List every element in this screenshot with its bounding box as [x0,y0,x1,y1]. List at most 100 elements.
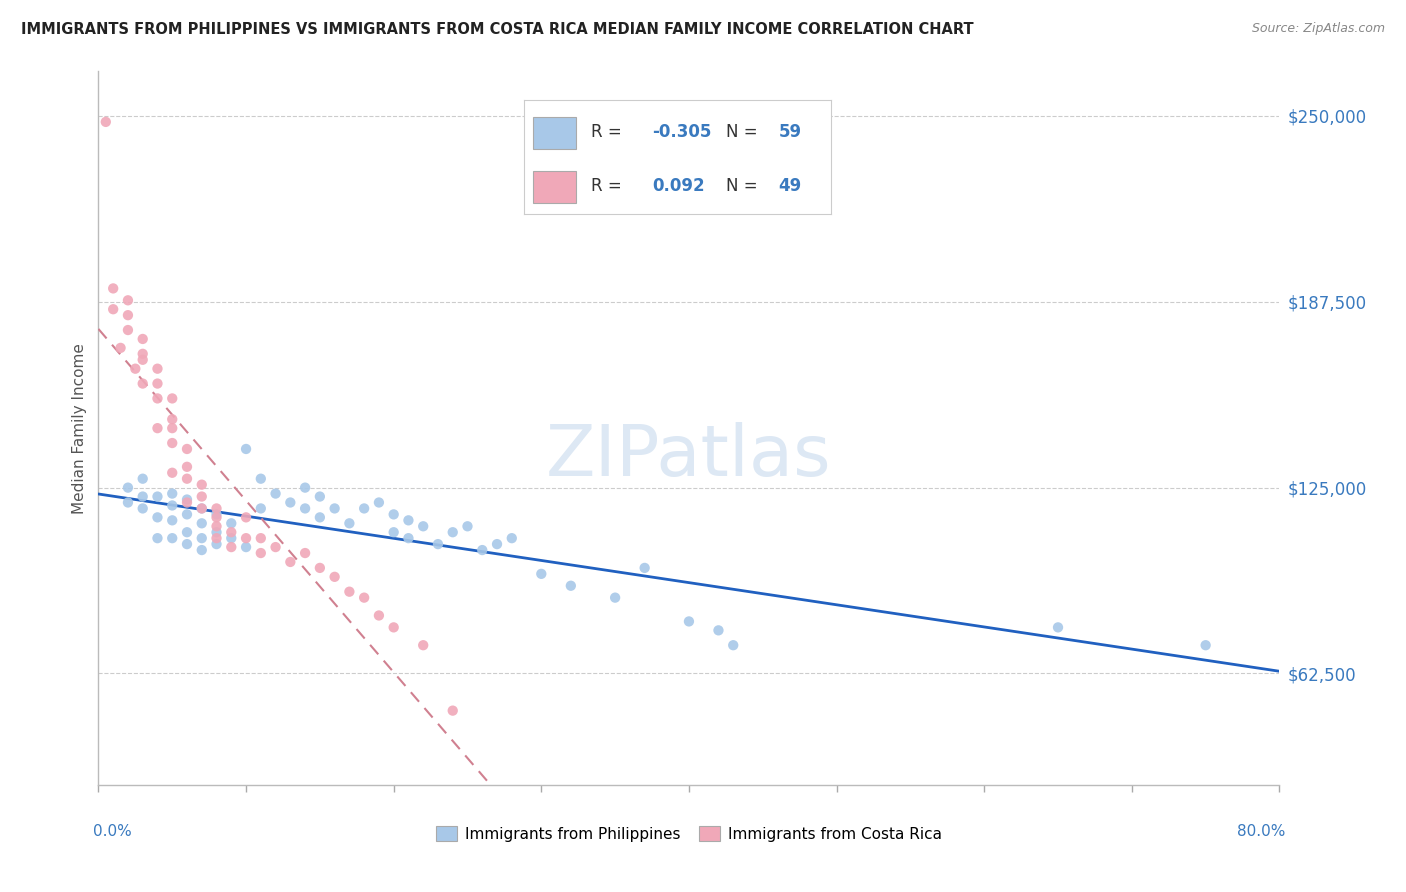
Point [221,540,243,554]
Point [205,537,228,551]
Point [707,624,730,638]
Point [250,501,273,516]
Point [309,561,332,575]
Point [205,525,228,540]
Text: 80.0%: 80.0% [1237,824,1285,839]
Point [382,525,405,540]
Text: 0.0%: 0.0% [93,824,131,839]
Point [146,361,169,376]
Point [221,531,243,545]
Point [382,508,405,522]
Point [176,508,198,522]
Point [162,412,183,426]
Point [280,555,302,569]
Point [368,608,391,623]
Point [486,537,509,551]
Point [191,543,214,558]
Point [205,519,228,533]
Point [110,341,132,355]
Point [398,513,420,527]
Point [191,531,214,545]
Point [132,501,155,516]
Point [162,499,183,513]
Legend: Immigrants from Philippines, Immigrants from Costa Rica: Immigrants from Philippines, Immigrants … [436,826,942,841]
Point [146,510,169,524]
Point [339,516,361,531]
Point [191,501,214,516]
Point [427,537,450,551]
Point [176,472,198,486]
Point [264,486,287,500]
Point [235,540,257,554]
Point [339,584,361,599]
Point [530,566,553,581]
Point [309,510,332,524]
Point [176,495,198,509]
Point [205,508,228,522]
Text: ZIPatlas: ZIPatlas [546,422,832,491]
Point [146,376,169,391]
Point [117,495,139,509]
Point [103,302,125,317]
Point [146,490,169,504]
Point [117,323,139,337]
Point [176,537,198,551]
Point [146,531,169,545]
Point [146,421,169,435]
Point [162,392,183,406]
Point [441,525,464,540]
Point [353,501,375,516]
Text: Source: ZipAtlas.com: Source: ZipAtlas.com [1251,22,1385,36]
Point [117,481,139,495]
Point [176,459,198,474]
Point [191,501,214,516]
Point [191,477,214,491]
Point [162,436,183,450]
Point [412,638,434,652]
Point [441,704,464,718]
Point [94,115,117,129]
Point [353,591,375,605]
Point [103,281,125,295]
Point [117,293,139,308]
Point [176,442,198,456]
Point [132,490,155,504]
Point [560,579,582,593]
Point [309,490,332,504]
Point [176,492,198,507]
Point [678,615,700,629]
Point [176,525,198,540]
Point [1195,638,1218,652]
Point [132,352,155,367]
Point [235,510,257,524]
Text: IMMIGRANTS FROM PHILIPPINES VS IMMIGRANTS FROM COSTA RICA MEDIAN FAMILY INCOME C: IMMIGRANTS FROM PHILIPPINES VS IMMIGRANT… [21,22,974,37]
Point [264,540,287,554]
Point [250,531,273,545]
Point [162,486,183,500]
Point [162,513,183,527]
Point [221,516,243,531]
Point [471,543,494,558]
Point [368,495,391,509]
Point [250,472,273,486]
Point [605,591,627,605]
Point [457,519,479,533]
Point [132,472,155,486]
Point [162,466,183,480]
Point [294,481,316,495]
Point [205,510,228,524]
Point [382,620,405,634]
Point [124,361,146,376]
Point [205,501,228,516]
Point [1046,620,1070,634]
Point [162,421,183,435]
Y-axis label: Median Family Income: Median Family Income [72,343,87,514]
Point [146,392,169,406]
Point [250,546,273,560]
Point [235,531,257,545]
Point [323,501,346,516]
Point [132,332,155,346]
Point [723,638,745,652]
Point [501,531,523,545]
Point [191,490,214,504]
